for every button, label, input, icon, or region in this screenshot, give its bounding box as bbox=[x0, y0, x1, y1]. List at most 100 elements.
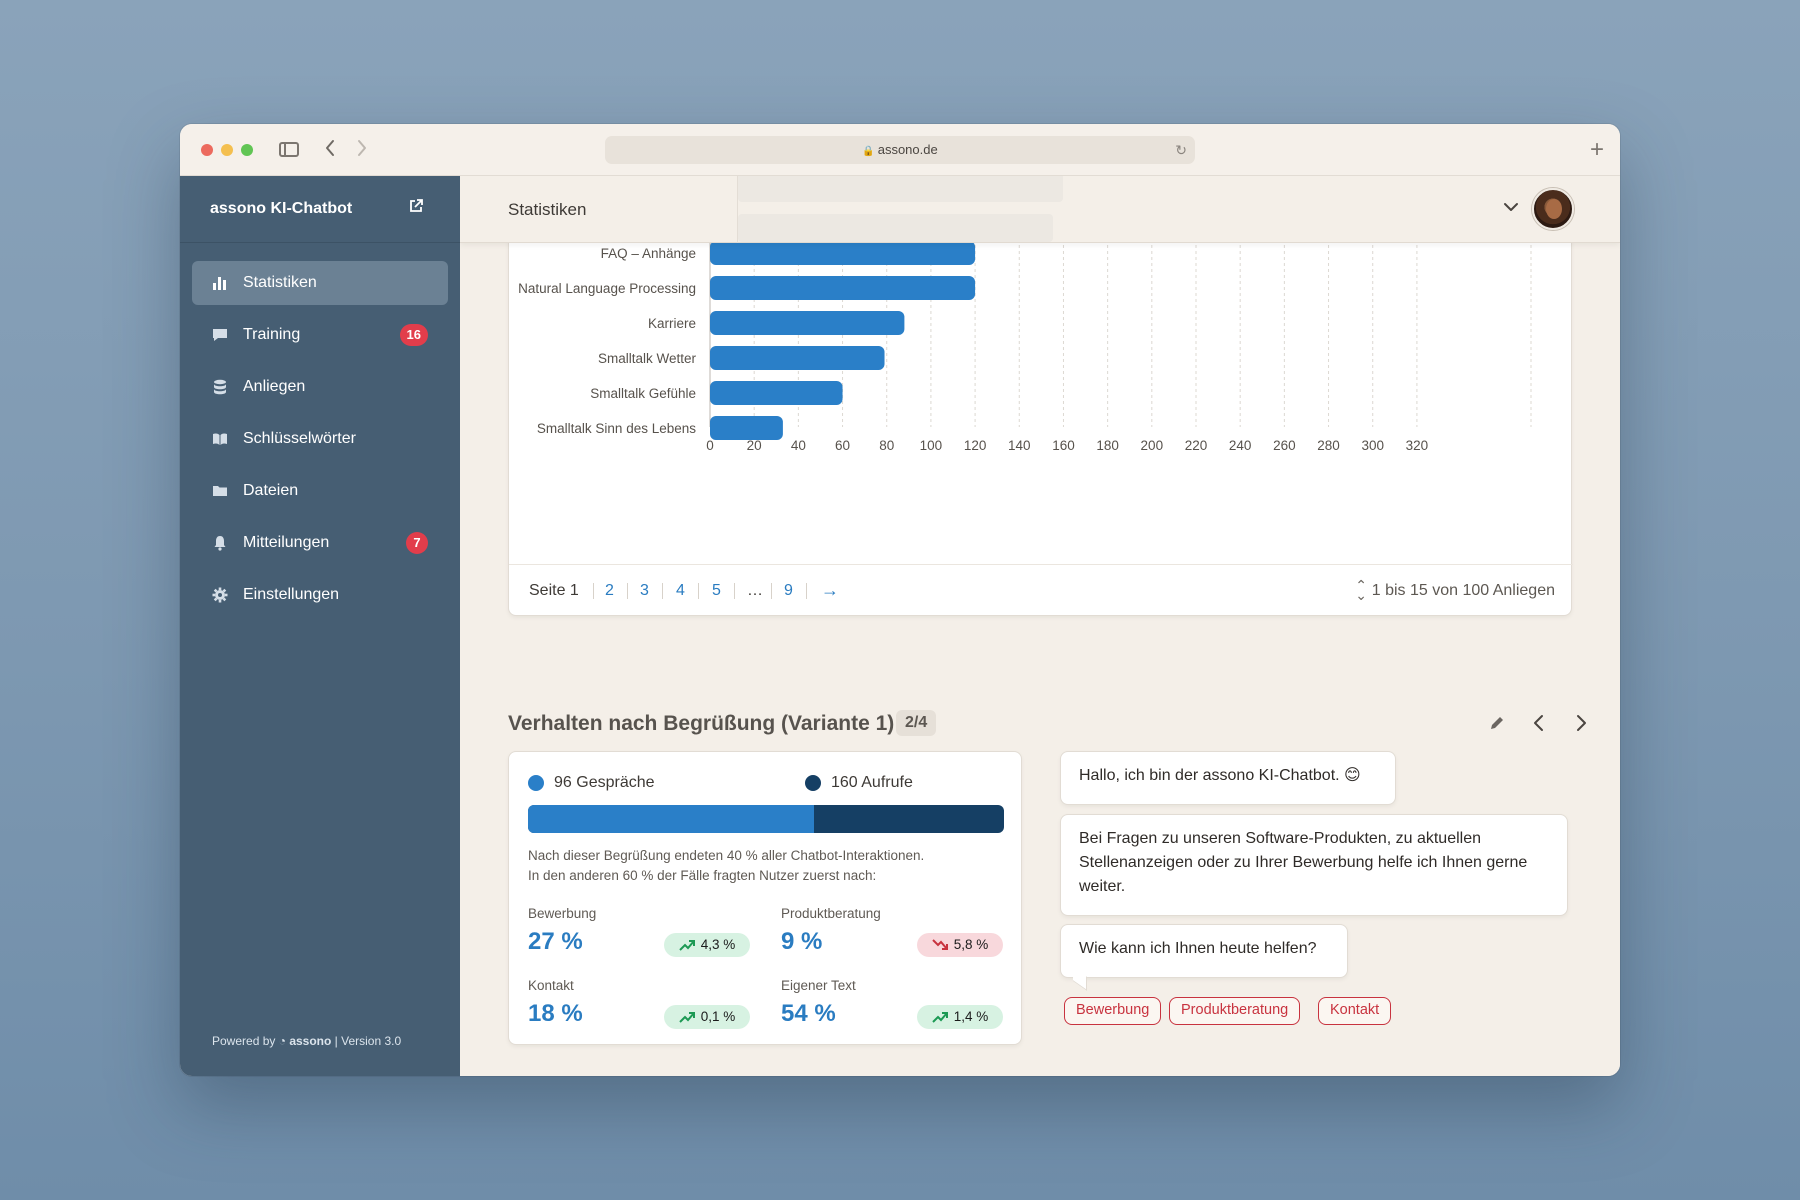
tick-label: 220 bbox=[1185, 438, 1208, 453]
category-label: Smalltalk Gefühle bbox=[590, 386, 696, 401]
sidebar-item-anliegen[interactable]: Anliegen bbox=[192, 365, 448, 409]
current-page-label: Seite 1 bbox=[529, 582, 579, 599]
tick-label: 80 bbox=[879, 438, 894, 453]
sidebar-item-schluesselwoerter[interactable]: Schlüsselwörter bbox=[192, 417, 448, 461]
tick-label: 40 bbox=[791, 438, 806, 453]
sidebar-item-label: Statistiken bbox=[243, 274, 317, 291]
sidebar-item-dateien[interactable]: Dateien bbox=[192, 469, 448, 513]
sidebar-toggle-icon[interactable] bbox=[278, 138, 300, 162]
page-link-2[interactable]: 2 bbox=[605, 582, 614, 599]
folder-icon bbox=[213, 486, 227, 496]
divider bbox=[734, 583, 735, 599]
tick-label: 100 bbox=[920, 438, 943, 453]
forward-arrow-icon[interactable] bbox=[352, 138, 372, 162]
reload-icon[interactable]: ↻ bbox=[1175, 142, 1187, 158]
close-window-button[interactable] bbox=[201, 144, 213, 156]
page-link-4[interactable]: 4 bbox=[676, 582, 685, 599]
variant-counter-badge: 2/4 bbox=[896, 710, 937, 736]
page-link-3[interactable]: 3 bbox=[640, 582, 649, 599]
conversations-legend-dot bbox=[528, 775, 544, 791]
maximize-window-button[interactable] bbox=[241, 144, 253, 156]
chat-bubble-icon bbox=[213, 329, 227, 341]
tick-label: 140 bbox=[1008, 438, 1031, 453]
quick-reply-produktberatung[interactable]: Produktberatung bbox=[1169, 997, 1301, 1025]
metric-label-eigener-text: Eigener Text bbox=[781, 978, 856, 993]
pagination: Seite 1 2 3 4 5 … 9 → ⌃ ⌄ 1 bis 15 von 10… bbox=[509, 564, 1573, 616]
tick-label: 180 bbox=[1096, 438, 1119, 453]
minimize-window-button[interactable] bbox=[221, 144, 233, 156]
calls-legend-dot bbox=[805, 775, 821, 791]
main-content: Statistiken FAQ – Natürlich SpracheFAQ –… bbox=[460, 176, 1620, 1076]
trend-up-icon bbox=[932, 1012, 948, 1023]
notification-badge: 16 bbox=[399, 324, 428, 346]
sidebar: assono KI-Chatbot Statistiken Training 1… bbox=[180, 176, 460, 1076]
bar bbox=[710, 416, 783, 440]
tick-label: 240 bbox=[1229, 438, 1252, 453]
tick-label: 120 bbox=[964, 438, 987, 453]
tick-label: 160 bbox=[1052, 438, 1075, 453]
trend-up-icon bbox=[679, 1012, 695, 1023]
assono-logo-icon: ◔ bbox=[278, 1034, 286, 1048]
sidebar-item-mitteilungen[interactable]: Mitteilungen 7 bbox=[192, 521, 448, 565]
chevron-left-icon[interactable] bbox=[1526, 710, 1552, 736]
gear-icon bbox=[212, 587, 228, 603]
next-page-arrow-icon[interactable]: → bbox=[821, 580, 839, 600]
sidebar-item-statistiken[interactable]: Statistiken bbox=[192, 261, 448, 305]
results-summary: 1 bis 15 von 100 Anliegen bbox=[1371, 582, 1555, 599]
powered-by-footer: Powered by ◔ assono | Version 3.0 bbox=[212, 1034, 401, 1048]
section-title: Verhalten nach Begrüßung (Variante 1) bbox=[508, 712, 895, 735]
trend-badge-produktberatung: 5,8 % bbox=[917, 933, 1003, 957]
chevron-down-icon[interactable] bbox=[1502, 198, 1520, 216]
trend-value: 5,8 % bbox=[953, 937, 989, 952]
quick-reply-kontakt[interactable]: Kontakt bbox=[1318, 997, 1392, 1025]
edit-pencil-icon[interactable] bbox=[1484, 710, 1510, 736]
book-icon bbox=[213, 433, 227, 445]
divider bbox=[771, 583, 772, 599]
divider bbox=[698, 583, 699, 599]
divider bbox=[627, 583, 628, 599]
sidebar-item-label: Einstellungen bbox=[243, 586, 340, 603]
quick-reply-bewerbung[interactable]: Bewerbung bbox=[1064, 997, 1162, 1025]
back-arrow-icon[interactable] bbox=[320, 138, 340, 162]
footer-version: | Version 3.0 bbox=[334, 1034, 402, 1048]
conversations-label: 96 Gespräche bbox=[554, 774, 655, 791]
sidebar-item-label: Schlüsselwörter bbox=[243, 430, 356, 447]
chevron-right-icon[interactable] bbox=[1568, 710, 1594, 736]
top-bar: Statistiken bbox=[460, 176, 1620, 243]
bar bbox=[710, 381, 843, 405]
page-link-9[interactable]: 9 bbox=[784, 582, 793, 599]
sidebar-item-einstellungen[interactable]: Einstellungen bbox=[192, 573, 448, 617]
trend-value: 1,4 % bbox=[953, 1009, 989, 1024]
bar-chart: FAQ – Natürlich SpracheFAQ – AnhängeNatu… bbox=[518, 197, 1532, 453]
sidebar-item-label: Anliegen bbox=[243, 378, 306, 395]
chat-message: Hallo, ich bin der assono KI-Chatbot. 😊 bbox=[1060, 751, 1396, 805]
metric-value-bewerbung: 27 % bbox=[528, 928, 583, 955]
address-bar[interactable]: 🔒 assono.de ↻ bbox=[605, 136, 1195, 164]
database-icon bbox=[214, 379, 226, 395]
sidebar-item-training[interactable]: Training 16 bbox=[192, 313, 448, 357]
trend-value: 0,1 % bbox=[700, 1009, 736, 1024]
lock-icon: 🔒 bbox=[862, 146, 875, 157]
browser-toolbar: 🔒 assono.de ↻ + bbox=[180, 124, 1620, 176]
sidebar-item-label: Dateien bbox=[243, 482, 299, 499]
page-link-5[interactable]: 5 bbox=[712, 582, 721, 599]
bell-icon bbox=[214, 536, 226, 551]
new-tab-icon[interactable]: + bbox=[1589, 136, 1604, 163]
sidebar-item-label: Mitteilungen bbox=[243, 534, 330, 551]
tick-label: 200 bbox=[1141, 438, 1164, 453]
conversation-call-ratio-bar bbox=[528, 805, 1004, 833]
sort-updown-icon[interactable]: ⌃ ⌄ bbox=[1355, 577, 1367, 603]
page-ellipsis: … bbox=[747, 582, 763, 599]
external-link-icon[interactable] bbox=[408, 198, 424, 214]
stats-note-line: In den anderen 60 % der Fälle fragten Nu… bbox=[528, 868, 877, 883]
sidebar-item-label: Training bbox=[243, 326, 301, 343]
tick-label: 320 bbox=[1406, 438, 1429, 453]
greeting-stats-card: 96 Gespräche 160 Aufrufe Nach dieser Beg… bbox=[508, 751, 1022, 1045]
scrolled-bar-ghost bbox=[738, 214, 1053, 242]
divider bbox=[806, 583, 807, 599]
metric-value-eigener-text: 54 % bbox=[781, 1000, 836, 1027]
notification-badge: 7 bbox=[406, 532, 428, 554]
trend-up-icon bbox=[679, 940, 695, 951]
bar-chart-icon bbox=[213, 277, 226, 290]
user-avatar[interactable] bbox=[1532, 188, 1574, 230]
